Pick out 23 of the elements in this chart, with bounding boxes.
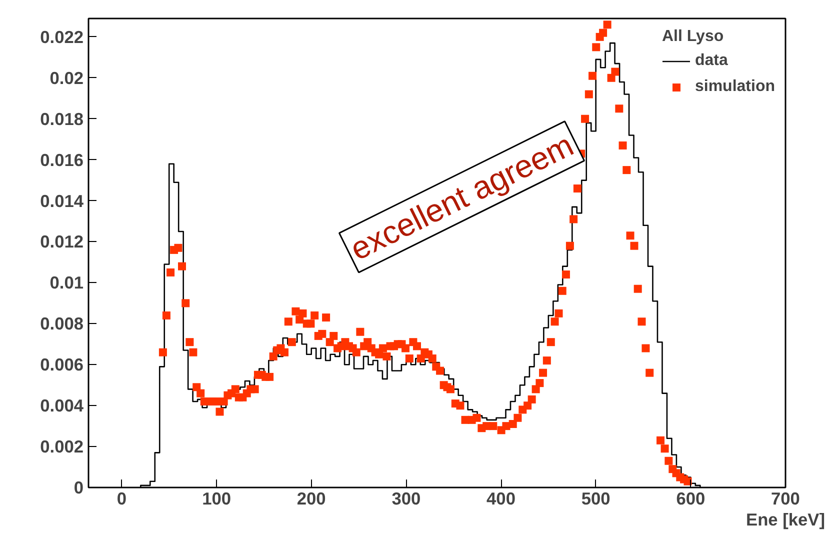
legend-title: All Lyso — [662, 28, 725, 46]
y-tick-label: 0.012 — [40, 232, 84, 252]
x-tick-label: 400 — [486, 488, 516, 508]
x-tick-label: 600 — [676, 488, 706, 508]
y-tick-label: 0.01 — [50, 272, 84, 293]
x-tick-label: 200 — [296, 488, 326, 508]
y-tick-label: 0.014 — [40, 190, 84, 211]
y-tick-label: 0.016 — [40, 150, 84, 170]
legend-label: simulation — [694, 78, 775, 96]
y-tick-label: 0.018 — [40, 108, 84, 129]
x-tick-label: 0 — [116, 488, 127, 508]
legend-label: data — [694, 52, 728, 70]
y-tick-label: 0.002 — [40, 436, 84, 457]
x-tick-label: 300 — [392, 488, 421, 508]
y-tick-label: 0.008 — [40, 314, 84, 334]
x-axis-title: Ene [keV] — [746, 510, 825, 530]
y-tick-label: 0.02 — [50, 68, 84, 88]
y-tick-label: 0.004 — [40, 396, 84, 416]
y-tick-label: 0.006 — [40, 354, 84, 375]
x-tick-label: 500 — [581, 488, 610, 508]
x-tick-label: 700 — [771, 488, 800, 508]
y-tick-label: 0.022 — [40, 26, 84, 47]
x-tick-label: 100 — [202, 488, 231, 508]
